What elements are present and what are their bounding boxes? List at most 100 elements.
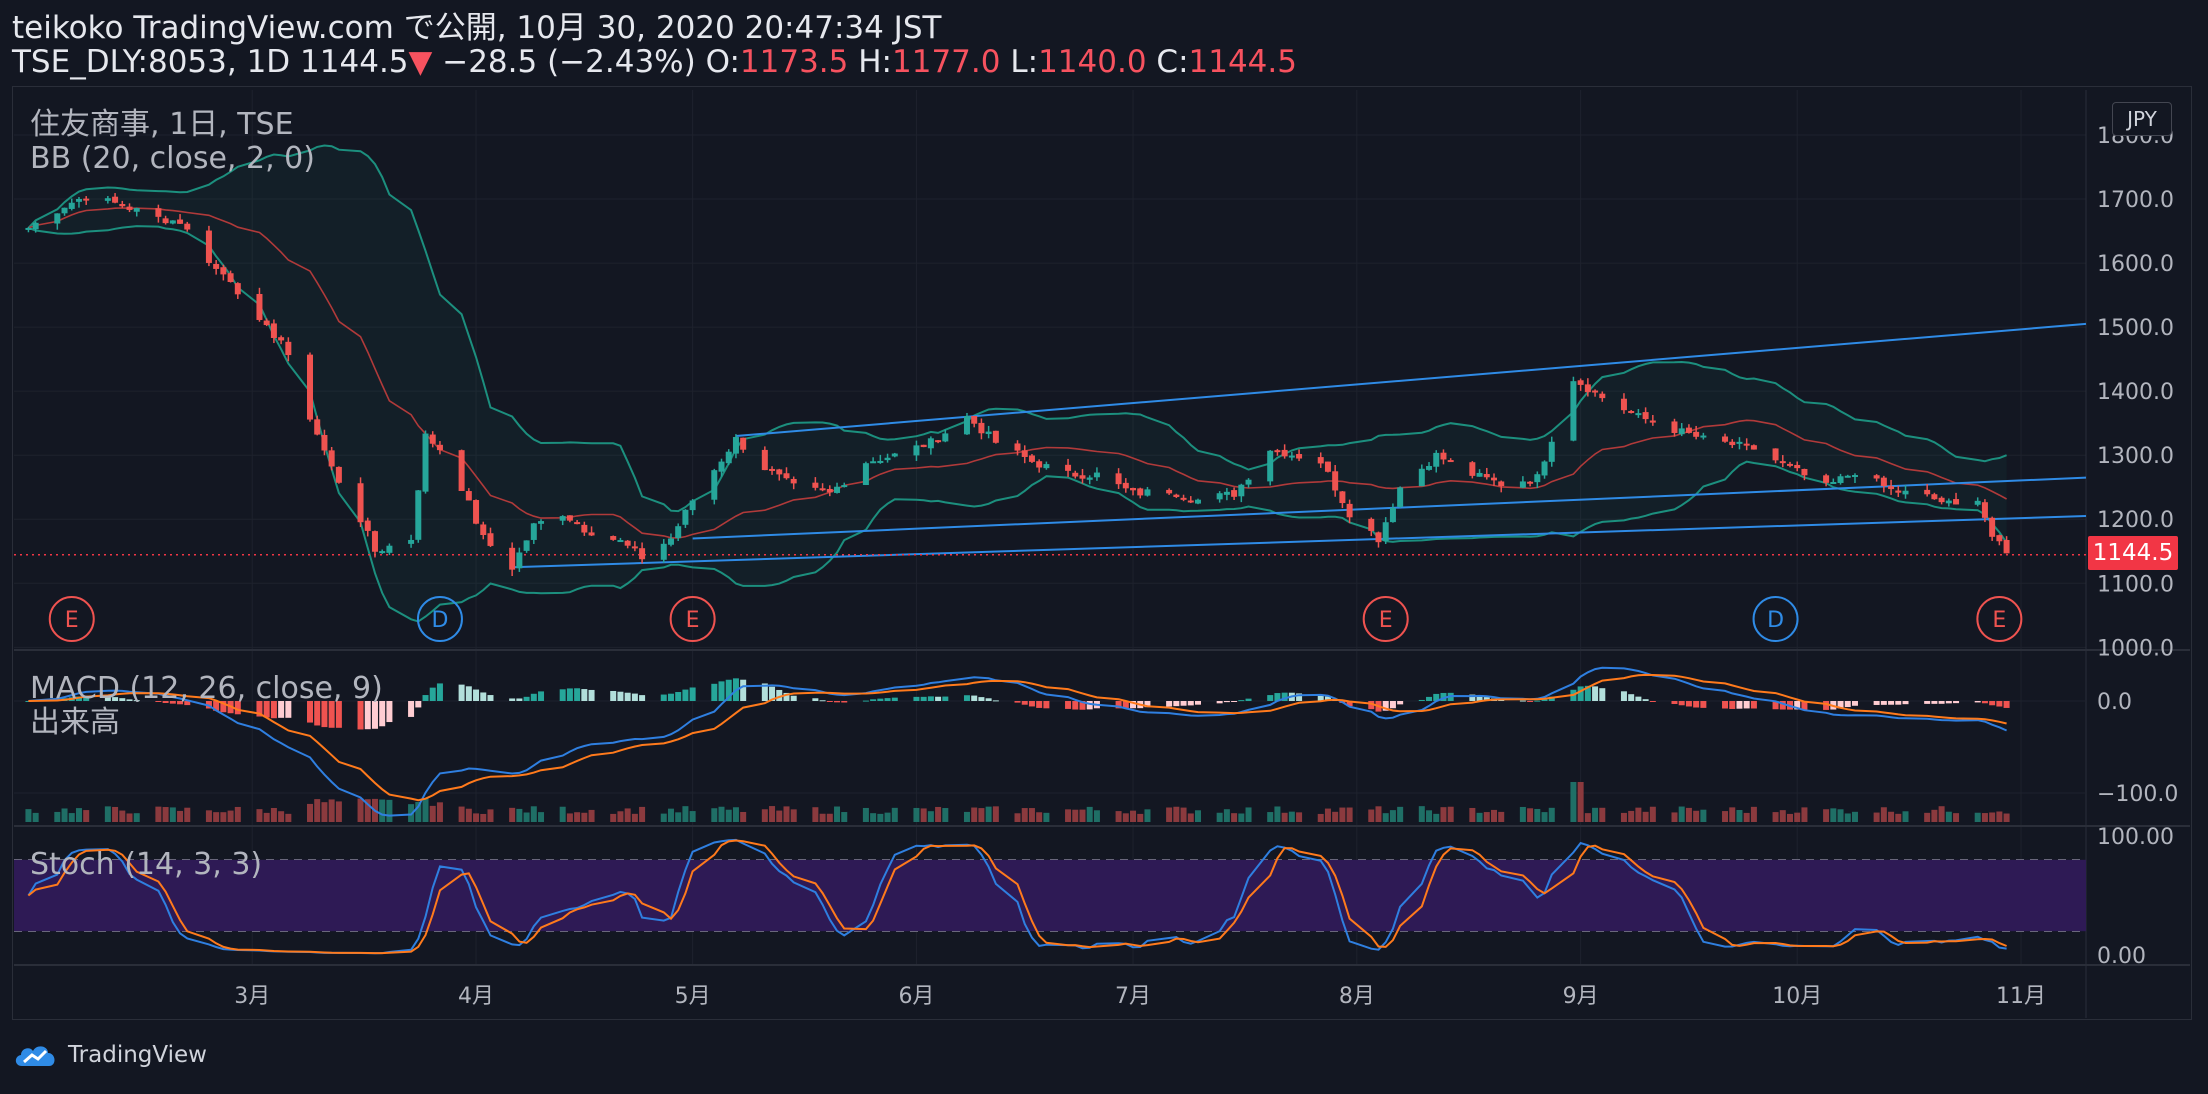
bb-indicator-label[interactable]: BB (20, close, 2, 0) — [30, 141, 315, 176]
candle-body — [104, 198, 111, 201]
candle — [639, 542, 646, 564]
volume-bar — [1418, 806, 1425, 822]
volume-bar — [285, 813, 292, 822]
macd-histogram-bar — [1166, 701, 1173, 707]
volume-bar — [877, 813, 884, 822]
candle — [834, 482, 841, 494]
stoch-overbought-band — [14, 859, 2086, 932]
macd-histogram-bar — [1772, 701, 1779, 710]
candle-body — [436, 444, 443, 451]
candle — [1281, 444, 1288, 459]
candle-body — [1187, 500, 1194, 503]
candle — [458, 449, 465, 491]
candle-body — [1324, 461, 1331, 472]
macd-histogram-bar — [1996, 701, 2003, 707]
candle — [913, 440, 920, 461]
macd-histogram-bar — [278, 701, 285, 718]
candle-body — [133, 208, 140, 212]
candle-body — [1447, 460, 1454, 463]
macd-histogram-bar — [1989, 701, 1996, 706]
candle-body — [75, 198, 82, 202]
volume-indicator-label[interactable]: 出来高 — [30, 705, 120, 740]
event-marker[interactable]: D — [1752, 596, 1799, 642]
volume-bar — [1823, 809, 1830, 822]
macd-histogram-bar — [408, 701, 415, 717]
candle — [155, 204, 162, 223]
volume-bar — [357, 798, 364, 822]
price-change: −28.5 (−2.43%) — [442, 44, 696, 80]
macd-histogram-bar — [812, 698, 819, 701]
candle-body — [1476, 472, 1483, 477]
candle-body — [891, 453, 898, 457]
candle-body — [841, 485, 848, 488]
candle-body — [1317, 457, 1324, 464]
candle — [1844, 474, 1851, 478]
macd-histogram-bar — [834, 701, 841, 703]
candle-body — [1541, 461, 1548, 476]
event-marker[interactable]: D — [416, 596, 463, 642]
candle-body — [566, 515, 573, 521]
tradingview-logo[interactable]: TradingView — [12, 1040, 207, 1070]
macd-histogram-bar — [682, 689, 689, 701]
volume-bar — [689, 811, 696, 822]
candle — [1491, 473, 1497, 486]
event-marker[interactable]: E — [48, 596, 95, 642]
candle-body — [1945, 500, 1952, 504]
macd-histogram-bar — [473, 689, 480, 701]
volume-bar — [126, 813, 133, 822]
price-tick-label: 1200.0 — [2097, 508, 2174, 533]
macd-histogram-bar — [1498, 699, 1505, 701]
event-marker[interactable]: E — [1976, 596, 2023, 642]
macd-histogram-bar — [429, 687, 436, 701]
candle — [812, 477, 819, 491]
candle — [790, 476, 797, 490]
candle-body — [1014, 443, 1021, 451]
candle — [307, 352, 313, 422]
volume-bar — [278, 811, 285, 822]
volume-bar — [1722, 811, 1729, 822]
macd-histogram-bar — [1216, 701, 1223, 704]
candle-body — [942, 433, 949, 442]
event-marker[interactable]: E — [1362, 596, 1409, 642]
event-marker-label: D — [431, 608, 448, 633]
currency-button[interactable]: JPY — [2112, 102, 2172, 136]
volume-bar — [263, 812, 270, 822]
volume-bar — [1491, 809, 1497, 822]
candle-body — [285, 341, 292, 356]
volume-bar — [422, 798, 429, 822]
candle — [126, 203, 133, 213]
macd-indicator-label[interactable]: MACD (12, 26, close, 9) — [30, 671, 383, 706]
candle-body — [538, 521, 545, 524]
volume-bar — [711, 808, 718, 822]
candle — [61, 207, 68, 216]
candle-body — [1678, 428, 1685, 435]
volume-bar — [1772, 812, 1779, 822]
candle-body — [1880, 477, 1887, 487]
event-marker[interactable]: E — [669, 596, 716, 642]
ohlc-readout: TSE_DLY:8053, 1D 1144.5▼ −28.5 (−2.43%) … — [12, 44, 1297, 80]
volume-bar — [530, 806, 537, 822]
candle-body — [523, 540, 530, 551]
candle-body — [278, 337, 285, 341]
candle — [1729, 439, 1736, 449]
candle-body — [1837, 476, 1844, 483]
volume-bar — [328, 799, 335, 822]
stoch-indicator-label[interactable]: Stoch (14, 3, 3) — [30, 847, 263, 882]
candle — [1187, 496, 1194, 504]
volume-bar — [588, 809, 595, 822]
macd-histogram-bar — [213, 701, 220, 711]
volume-bar — [1231, 813, 1238, 822]
event-marker-circle — [1976, 596, 2023, 642]
candle-body — [415, 490, 422, 540]
volume-bar — [1195, 810, 1201, 822]
macd-histogram-bar — [1736, 701, 1743, 709]
candle-body — [1173, 494, 1180, 497]
candle — [1267, 449, 1274, 486]
candle — [285, 337, 292, 362]
volume-bar — [1628, 810, 1635, 822]
candle — [1527, 481, 1534, 487]
candle — [1166, 488, 1173, 495]
macd-histogram-bar — [1577, 686, 1584, 701]
candle — [1389, 503, 1396, 523]
